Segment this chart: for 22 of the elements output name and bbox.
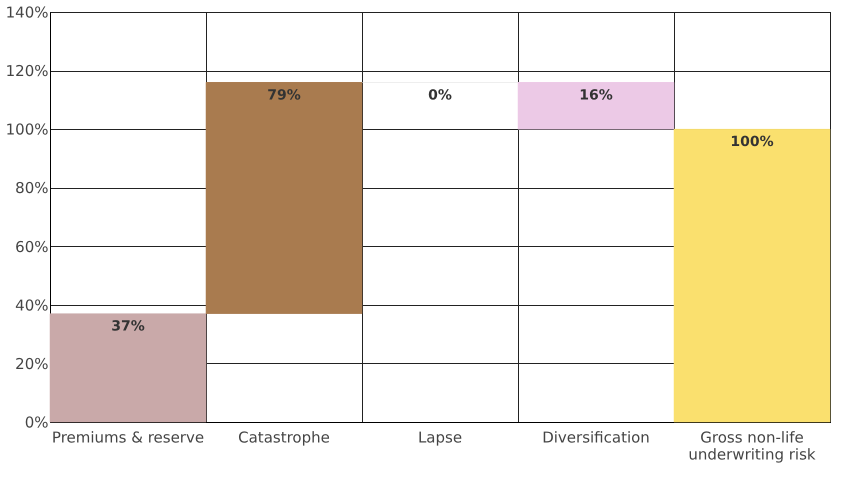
data-label: 0% — [428, 87, 452, 104]
x-tick-label: Diversification — [542, 428, 650, 446]
x-tick-label: Catastrophe — [238, 428, 330, 446]
y-tick-label: 20% — [15, 354, 48, 373]
x-tick-label: Lapse — [418, 428, 462, 446]
data-label: 37% — [111, 318, 145, 335]
y-tick-label: 80% — [15, 179, 48, 198]
bar — [674, 128, 830, 422]
x-tick-label: Premiums & reserve — [52, 428, 204, 446]
data-label: 16% — [579, 87, 613, 104]
bar — [518, 82, 674, 130]
bar — [206, 82, 362, 314]
y-tick-label: 100% — [6, 120, 48, 139]
x-tick-label: Gross non-life underwriting risk — [688, 428, 816, 464]
y-tick-label: 0% — [24, 414, 48, 432]
bar — [50, 313, 206, 422]
y-tick-label: 120% — [6, 62, 48, 80]
y-tick-label: 140% — [6, 4, 48, 22]
data-label: 100% — [730, 134, 774, 150]
y-tick-label: 40% — [15, 296, 48, 314]
data-label: 79% — [267, 87, 301, 104]
y-tick-label: 60% — [15, 238, 48, 256]
